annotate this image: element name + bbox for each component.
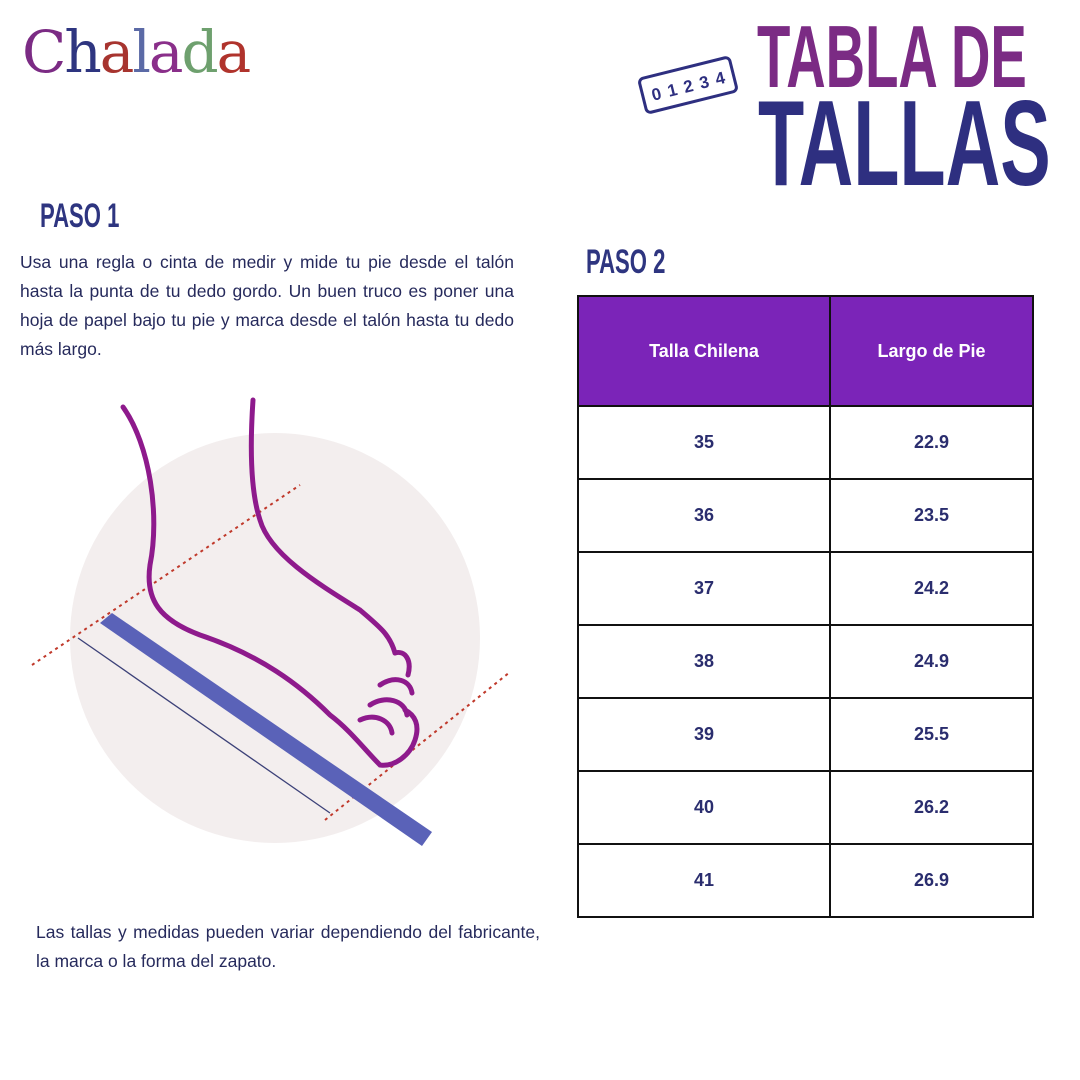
chalada-logo: Chalada: [22, 18, 252, 86]
disclaimer-note: Las tallas y medidas pueden variar depen…: [36, 922, 540, 971]
logo-letter: C: [22, 18, 66, 86]
measure-arrow: [77, 637, 331, 814]
header-talla-chilena: Talla Chilena: [577, 295, 831, 407]
ruler-number: 1: [665, 80, 680, 101]
foot-length-cell: 24.9: [829, 624, 1034, 699]
size-cell: 37: [577, 551, 831, 626]
ruler-illustration: [100, 613, 432, 846]
step2-heading: PASO 2: [586, 243, 666, 281]
title-line1: TABLA DE: [757, 7, 1027, 106]
table-row: 38 24.9: [577, 624, 1034, 699]
size-table: Talla Chilena Largo de Pie 35 22.9 36 23.5 3…: [577, 295, 1034, 918]
foot-length-cell: 24.2: [829, 551, 1034, 626]
foot-length-cell: 23.5: [829, 478, 1034, 553]
header-largo-de-pie: Largo de Pie: [829, 295, 1034, 407]
size-cell: 39: [577, 697, 831, 772]
logo-letter: a: [148, 18, 184, 86]
logo-letter: l: [132, 18, 151, 86]
logo-letter: a: [99, 18, 135, 86]
size-cell: 40: [577, 770, 831, 845]
size-cell: 38: [577, 624, 831, 699]
step1-heading: PASO 1: [40, 197, 120, 235]
table-row: 41 26.9: [577, 843, 1034, 918]
size-cell: 36: [577, 478, 831, 553]
logo-letter: h: [64, 18, 101, 86]
ruler-number: 3: [697, 72, 712, 93]
foot-length-cell: 26.9: [829, 843, 1034, 918]
foot-outline: [120, 397, 420, 768]
table-row: 35 22.9: [577, 405, 1034, 480]
foot-length-cell: 22.9: [829, 405, 1034, 480]
ruler-number: 0: [649, 84, 664, 105]
title-line2: TALLAS: [758, 75, 1051, 211]
ruler-number: 4: [713, 68, 728, 89]
toe-guide-line: [324, 671, 511, 821]
table-row: 40 26.2: [577, 770, 1034, 845]
size-cell: 41: [577, 843, 831, 918]
toes-outline: [357, 649, 415, 736]
ruler-number: 2: [681, 76, 696, 97]
foot-length-cell: 26.2: [829, 770, 1034, 845]
heel-guide-line: [31, 484, 301, 666]
background-circle: [70, 433, 480, 843]
logo-letter: a: [216, 18, 252, 86]
foot-measure-illustration: [31, 397, 511, 846]
step1-text: Usa una regla o cinta de medir y mide tu…: [20, 252, 514, 359]
table-row: 39 25.5: [577, 697, 1034, 772]
size-cell: 35: [577, 405, 831, 480]
foot-length-cell: 25.5: [829, 697, 1034, 772]
table-row: 36 23.5: [577, 478, 1034, 553]
table-row: 37 24.2: [577, 551, 1034, 626]
logo-letter: d: [181, 18, 219, 86]
